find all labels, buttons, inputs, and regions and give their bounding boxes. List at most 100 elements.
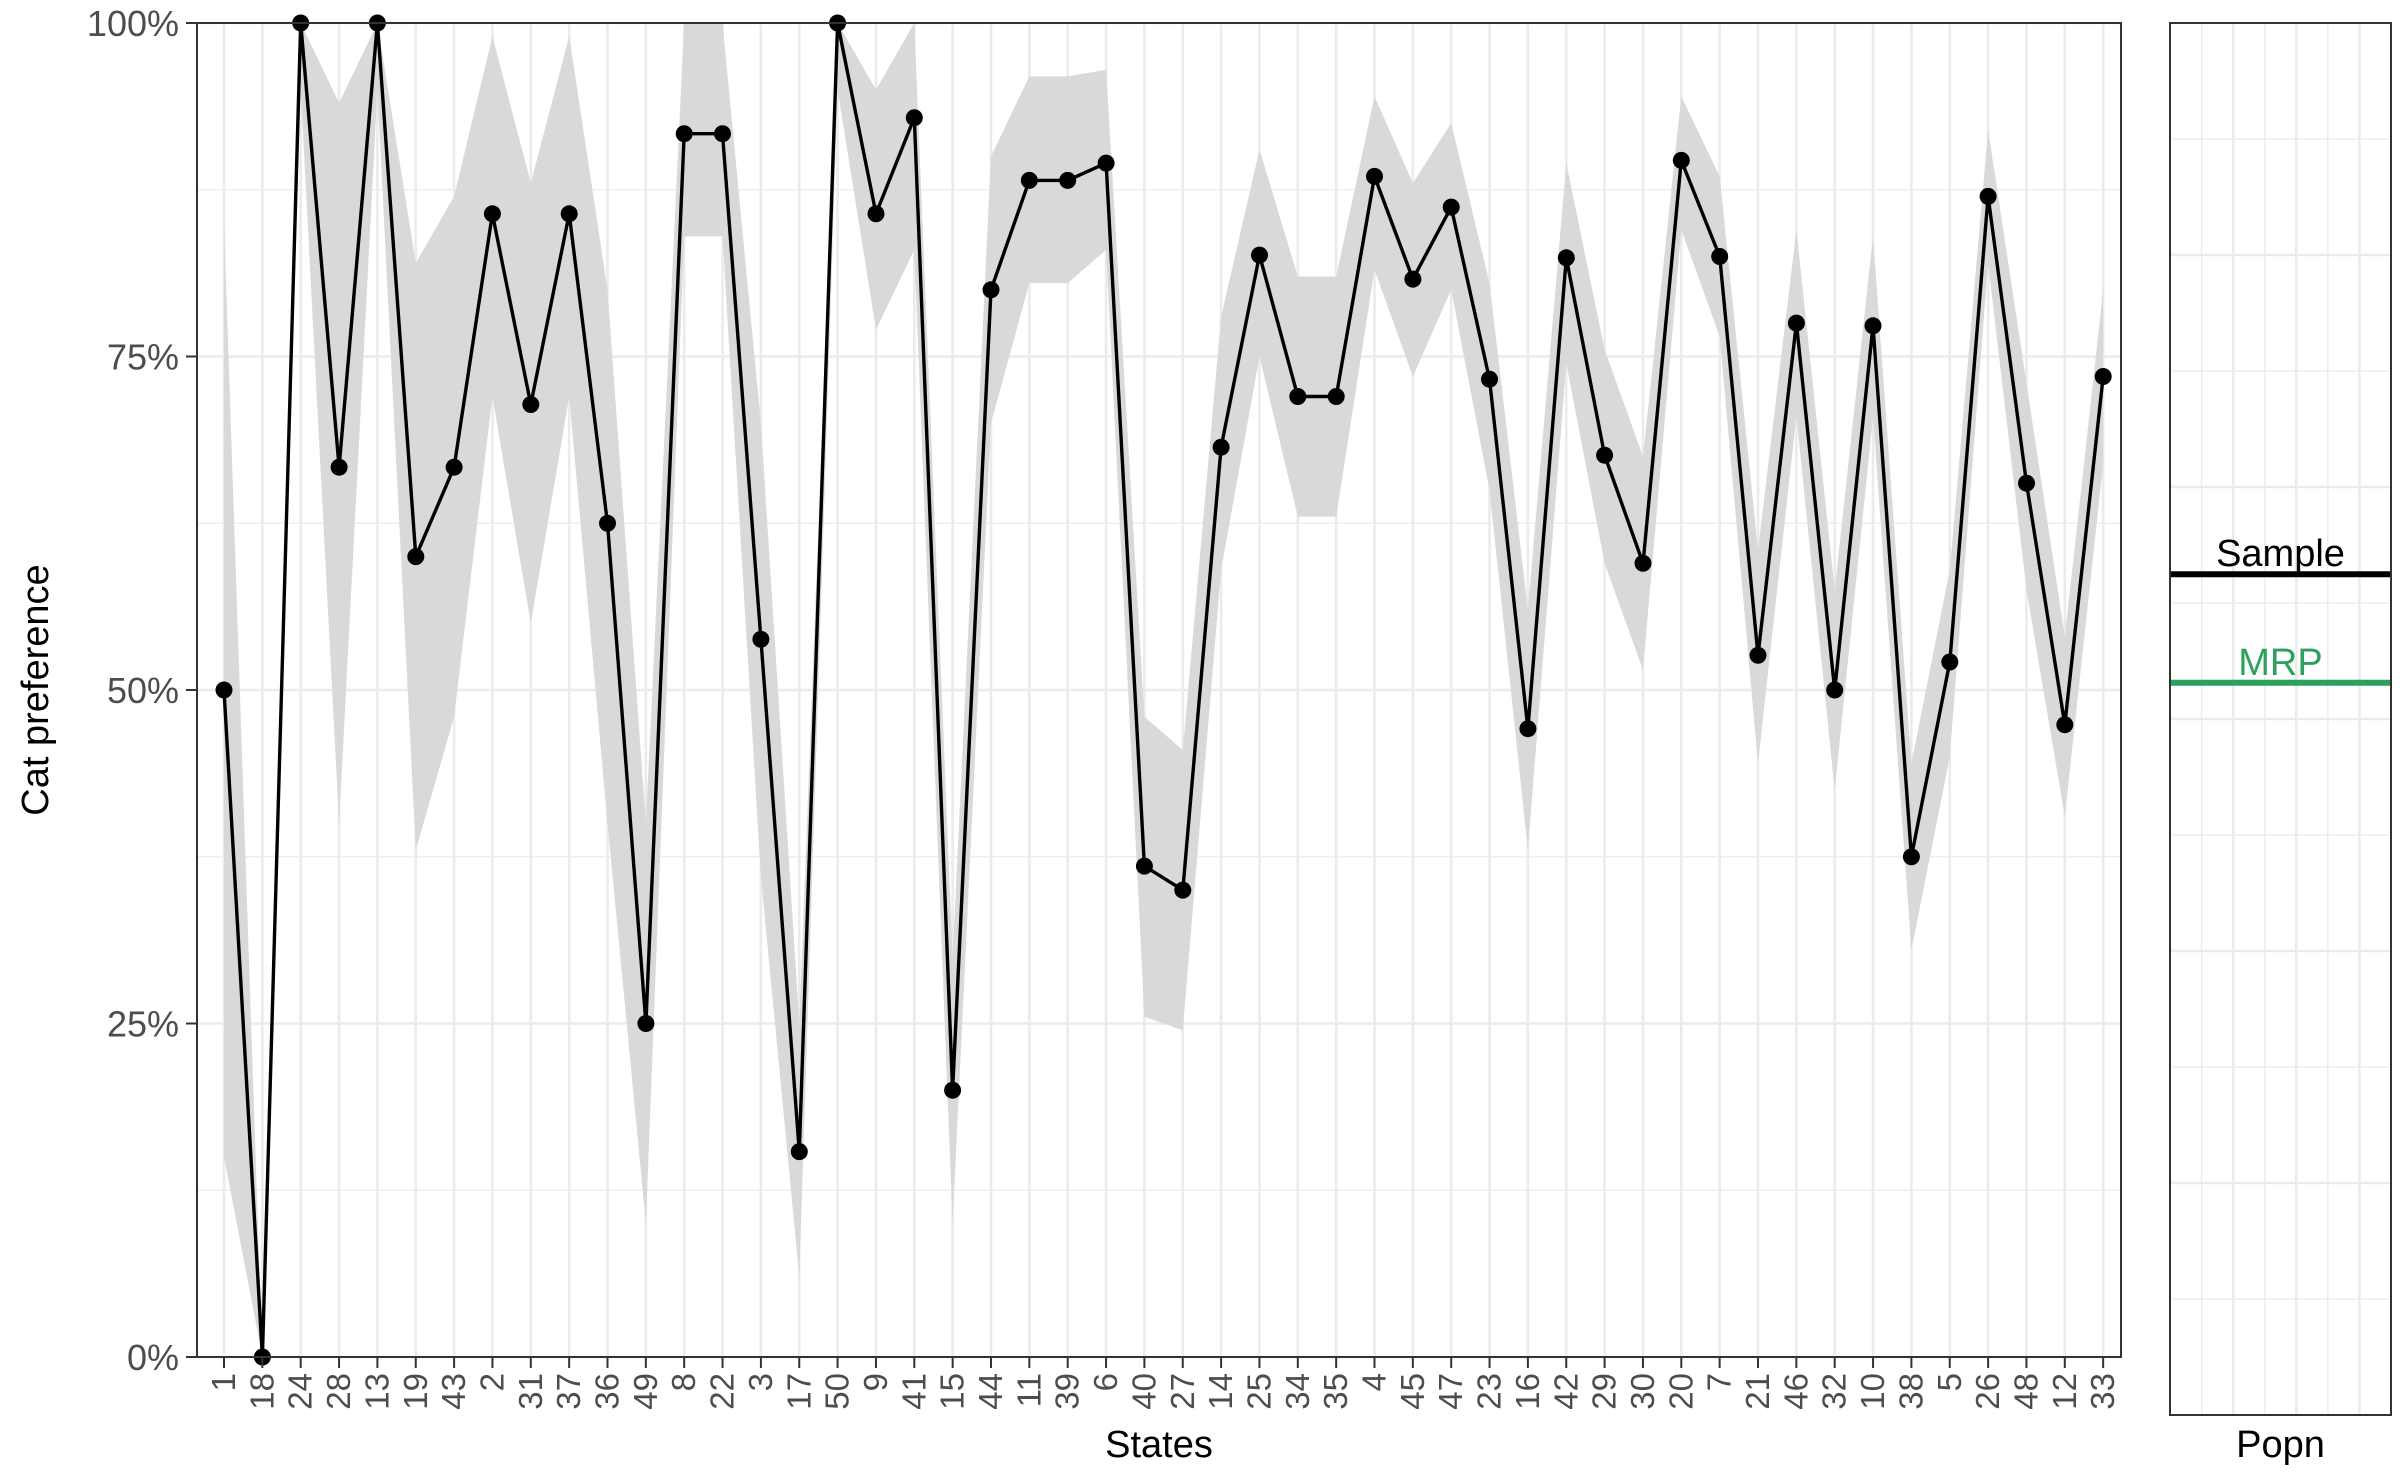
x-tick-label: 47 bbox=[1432, 1373, 1469, 1410]
x-tick-label: 14 bbox=[1202, 1373, 1239, 1410]
data-points bbox=[215, 14, 2112, 1366]
data-point-21 bbox=[1749, 646, 1767, 664]
x-tick-label: 26 bbox=[1969, 1373, 2006, 1410]
data-point-35 bbox=[1327, 388, 1345, 405]
data-point-2 bbox=[483, 205, 501, 223]
data-point-42 bbox=[1557, 249, 1575, 267]
x-tick-label: 37 bbox=[550, 1373, 587, 1410]
x-tick-label: 18 bbox=[243, 1373, 280, 1410]
x-tick-label: 27 bbox=[1164, 1373, 1201, 1410]
data-point-8 bbox=[675, 125, 693, 143]
x-tick-label: 28 bbox=[320, 1373, 357, 1410]
data-point-17 bbox=[790, 1143, 808, 1161]
data-point-7 bbox=[1711, 248, 1729, 265]
x-tick-label: 23 bbox=[1471, 1373, 1508, 1410]
x-tick-label: 38 bbox=[1892, 1373, 1929, 1410]
x-tick-label: 34 bbox=[1279, 1373, 1316, 1410]
x-tick-label: 12 bbox=[2046, 1373, 2083, 1410]
data-point-41 bbox=[905, 109, 923, 127]
x-tick-label: 43 bbox=[435, 1373, 472, 1410]
data-point-6 bbox=[1097, 154, 1115, 172]
x-tick-label: 1 bbox=[205, 1373, 242, 1391]
x-tick-label: 3 bbox=[742, 1373, 779, 1391]
x-tick-label: 29 bbox=[1586, 1373, 1623, 1410]
x-tick-label: 21 bbox=[1739, 1373, 1776, 1410]
x-tick-label: 5 bbox=[1931, 1373, 1968, 1391]
data-point-15 bbox=[944, 1081, 962, 1099]
x-tick-label: 4 bbox=[1356, 1373, 1393, 1391]
data-point-9 bbox=[867, 205, 885, 223]
x-tick-label: 31 bbox=[512, 1373, 549, 1410]
side-panel-gridlines bbox=[2170, 23, 2391, 1415]
data-point-34 bbox=[1289, 388, 1307, 405]
x-tick-label: 11 bbox=[1010, 1373, 1047, 1407]
x-tick-label: 8 bbox=[665, 1373, 702, 1391]
data-point-19 bbox=[407, 548, 425, 566]
x-tick-label: 41 bbox=[895, 1373, 932, 1410]
data-point-5 bbox=[1941, 653, 1959, 671]
data-point-43 bbox=[445, 458, 463, 476]
x-tick-label: 46 bbox=[1777, 1373, 1814, 1410]
data-point-39 bbox=[1059, 171, 1077, 189]
x-tick-label: 35 bbox=[1317, 1373, 1354, 1410]
confidence-band bbox=[224, 23, 2104, 1357]
data-point-29 bbox=[1596, 446, 1614, 464]
x-tick-label: 6 bbox=[1087, 1373, 1124, 1391]
x-tick-label: 13 bbox=[358, 1373, 395, 1410]
data-point-25 bbox=[1251, 246, 1268, 264]
x-tick-label: 7 bbox=[1701, 1373, 1738, 1391]
x-tick-label: 49 bbox=[627, 1373, 664, 1410]
data-point-33 bbox=[2094, 368, 2112, 385]
x-tick-label: 36 bbox=[589, 1373, 626, 1410]
series-line bbox=[222, 21, 2105, 1359]
x-tick-label: 24 bbox=[282, 1373, 319, 1410]
data-point-36 bbox=[599, 514, 616, 532]
x-tick-label: 15 bbox=[934, 1373, 971, 1410]
x-tick-label: 16 bbox=[1509, 1373, 1546, 1410]
data-point-22 bbox=[714, 125, 731, 143]
data-point-46 bbox=[1787, 314, 1805, 332]
side-panel: Sample MRP bbox=[2169, 22, 2392, 1416]
data-point-12 bbox=[2056, 716, 2074, 734]
data-point-45 bbox=[1404, 270, 1422, 288]
y-tick-label: 75% bbox=[107, 337, 179, 378]
data-point-4 bbox=[1366, 167, 1383, 185]
data-point-38 bbox=[1902, 848, 1920, 866]
data-point-37 bbox=[560, 205, 578, 223]
x-tick-label: 33 bbox=[2084, 1373, 2121, 1410]
x-tick-label: 17 bbox=[780, 1373, 817, 1410]
y-tick-label: 50% bbox=[107, 670, 179, 711]
x-tick-label: 30 bbox=[1624, 1373, 1661, 1410]
data-point-14 bbox=[1212, 438, 1230, 456]
reference-label-mrp: MRP bbox=[2238, 642, 2322, 684]
y-tick-label: 0% bbox=[127, 1337, 179, 1378]
x-tick-label: 44 bbox=[972, 1373, 1009, 1410]
data-point-11 bbox=[1020, 171, 1038, 189]
x-tick-label: 40 bbox=[1125, 1373, 1162, 1410]
x-tick-label: 39 bbox=[1049, 1373, 1086, 1410]
x-tick-label: 25 bbox=[1240, 1373, 1277, 1410]
x-tick-label: 22 bbox=[704, 1373, 741, 1410]
x-axis-ticks: 1 18 24 28 13 19 43 2 31 37 36 49 8 22 3 17 50 9 41 15 44 11 3… bbox=[205, 1357, 2121, 1410]
data-point-28 bbox=[330, 458, 348, 476]
data-point-10 bbox=[1864, 317, 1882, 335]
side-panel-border bbox=[2169, 22, 2392, 1416]
x-tick-label: 19 bbox=[397, 1373, 434, 1410]
data-point-30 bbox=[1634, 554, 1652, 572]
x-tick-label: 2 bbox=[473, 1373, 510, 1391]
x-tick-label: 48 bbox=[2007, 1373, 2044, 1410]
y-axis-ticks: 0% 25% 50% 75% 100% bbox=[87, 3, 197, 1378]
y-tick-label: 25% bbox=[107, 1004, 179, 1045]
x-tick-label: 42 bbox=[1547, 1373, 1584, 1410]
data-point-3 bbox=[752, 630, 770, 648]
reference-label-sample: Sample bbox=[2216, 533, 2345, 575]
x-axis-title: States bbox=[1105, 1424, 1213, 1466]
side-panel-reference-lines: Sample MRP bbox=[2170, 533, 2391, 686]
x-tick-label: 9 bbox=[857, 1373, 894, 1391]
data-point-27 bbox=[1174, 881, 1192, 899]
data-point-49 bbox=[637, 1015, 655, 1032]
data-point-48 bbox=[2018, 474, 2035, 492]
data-point-16 bbox=[1519, 720, 1537, 738]
x-tick-label: 10 bbox=[1854, 1373, 1891, 1410]
data-point-26 bbox=[1979, 187, 1997, 205]
